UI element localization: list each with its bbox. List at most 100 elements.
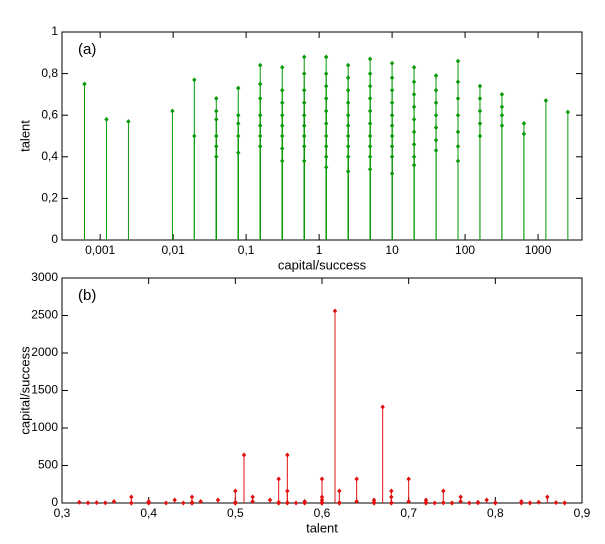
stem-marker xyxy=(389,143,395,149)
stem-marker xyxy=(484,497,489,503)
y-axis-label: talent xyxy=(17,120,32,152)
stem-marker xyxy=(345,62,351,68)
stem-marker xyxy=(258,133,263,139)
stem-marker xyxy=(433,148,439,154)
stem-marker xyxy=(214,154,219,160)
stem-marker xyxy=(85,500,91,506)
stem-marker xyxy=(367,143,373,149)
stem-marker xyxy=(103,500,108,506)
stem-marker xyxy=(345,168,351,174)
stem-marker xyxy=(411,79,417,85)
stem-marker xyxy=(302,143,307,149)
stem-marker xyxy=(337,488,342,494)
stem-marker xyxy=(276,476,281,482)
stem-marker xyxy=(258,143,263,149)
stem-marker xyxy=(449,500,455,506)
stem-marker xyxy=(258,123,263,129)
stem-marker xyxy=(258,96,263,102)
stem-marker xyxy=(367,133,373,139)
x-tick-label: 1000 xyxy=(525,243,552,257)
stem-marker xyxy=(258,81,263,87)
stem-marker xyxy=(236,85,241,91)
stem-marker xyxy=(163,500,169,506)
stem-marker xyxy=(477,121,483,127)
stem-marker xyxy=(411,129,417,135)
y-tick-label: 0,2 xyxy=(41,191,58,205)
stem-marker xyxy=(493,500,498,506)
stem-marker xyxy=(477,108,483,114)
stem-marker xyxy=(214,96,219,102)
stem-marker xyxy=(499,104,505,110)
stem-marker xyxy=(94,500,99,506)
stem-marker xyxy=(455,96,461,102)
stem-marker xyxy=(345,143,351,149)
stem-marker xyxy=(345,87,351,93)
stem-marker xyxy=(433,112,439,118)
stem-marker xyxy=(323,96,329,102)
y-tick-label: 2000 xyxy=(31,345,58,359)
stem-marker xyxy=(236,150,241,156)
stem-marker xyxy=(82,81,87,87)
stem-marker xyxy=(411,116,417,122)
stem-marker xyxy=(323,121,329,127)
stem-marker xyxy=(455,112,461,118)
x-axis-label: capital/success xyxy=(278,257,367,272)
stem-marker xyxy=(477,96,483,102)
stem-marker xyxy=(389,60,395,66)
stem-marker xyxy=(380,404,385,410)
stem-marker xyxy=(285,452,290,458)
stem-marker xyxy=(280,87,285,93)
y-tick-label: 0,6 xyxy=(41,107,58,121)
stem-marker xyxy=(499,112,505,118)
stem-marker xyxy=(214,108,219,114)
stem-marker xyxy=(389,112,395,118)
stem-marker xyxy=(411,64,417,70)
stem-marker xyxy=(129,494,134,500)
stem-marker xyxy=(433,73,439,79)
stem-marker xyxy=(433,87,439,93)
stem-marker xyxy=(455,158,461,164)
stem-marker xyxy=(302,100,307,106)
y-tick-label: 2500 xyxy=(31,308,58,322)
stem-marker xyxy=(389,75,395,81)
y-tick-label: 1500 xyxy=(31,383,58,397)
stem-marker xyxy=(233,488,238,494)
stem-marker xyxy=(198,499,203,504)
stem-marker xyxy=(267,497,273,503)
plot-frame xyxy=(61,277,583,504)
stem-marker xyxy=(302,499,307,504)
stem-marker xyxy=(280,158,285,164)
stem-marker xyxy=(475,499,481,505)
stem-marker xyxy=(367,83,373,89)
x-tick-label: 100 xyxy=(455,243,475,257)
stem-marker xyxy=(389,100,395,106)
stem-marker xyxy=(280,145,285,151)
y-tick-label: 0,4 xyxy=(41,149,58,163)
stem-marker xyxy=(367,71,373,77)
y-axis-label: capital/success xyxy=(17,346,32,435)
y-tick-label: 0,8 xyxy=(41,66,58,80)
x-tick-label: 10 xyxy=(385,243,399,257)
stem-marker xyxy=(323,164,329,170)
stem-marker xyxy=(433,100,439,106)
stem-marker xyxy=(250,494,255,500)
stem-marker xyxy=(189,494,195,500)
stem-marker xyxy=(354,476,359,482)
stem-marker xyxy=(499,91,505,97)
stem-marker xyxy=(477,133,483,139)
stem-marker xyxy=(302,112,307,118)
x-tick-label: 0,1 xyxy=(238,243,255,257)
stem-marker xyxy=(323,83,329,89)
stem-marker xyxy=(467,500,472,506)
stem-marker xyxy=(170,108,175,114)
stem-marker xyxy=(441,488,446,494)
x-tick-label: 1 xyxy=(316,243,323,257)
stem-marker xyxy=(433,137,439,143)
x-axis-label: talent xyxy=(306,520,338,535)
stem-marker xyxy=(345,154,351,160)
stem-marker xyxy=(280,123,285,129)
stem-marker xyxy=(553,500,559,506)
stem-marker xyxy=(323,154,329,160)
panel-label: (b) xyxy=(78,287,96,304)
stem-marker xyxy=(389,123,395,129)
